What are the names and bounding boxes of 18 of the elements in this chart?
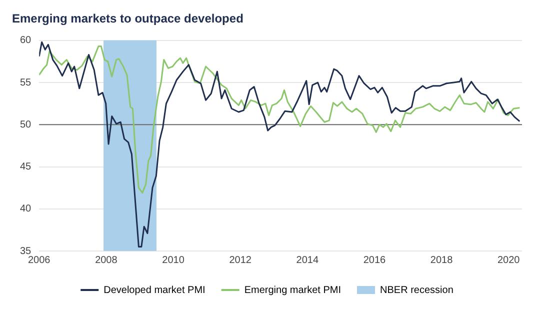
- x-tick-label: 2010: [162, 254, 185, 266]
- y-tick-label: 60: [20, 35, 32, 46]
- chart-title: Emerging markets to outpace developed: [12, 12, 244, 26]
- legend-label: NBER recession: [380, 284, 454, 296]
- y-tick-label: 50: [20, 119, 32, 130]
- x-tick-label: 2018: [430, 254, 454, 266]
- y-tick-label: 55: [20, 77, 32, 88]
- y-tick-label: 45: [20, 162, 32, 173]
- legend-label: Developed market PMI: [104, 284, 206, 296]
- x-tick-label: 2020: [497, 254, 520, 266]
- x-tick-label: 2014: [296, 254, 319, 266]
- legend-label: Emerging market PMI: [244, 284, 342, 296]
- y-tick-label: 40: [20, 204, 32, 215]
- x-tick-label: 2012: [229, 254, 252, 266]
- y-tick-label: 35: [20, 246, 32, 257]
- x-tick-label: 2008: [95, 254, 118, 266]
- x-tick-label: 2016: [363, 254, 386, 266]
- x-tick-label: 2006: [28, 254, 51, 266]
